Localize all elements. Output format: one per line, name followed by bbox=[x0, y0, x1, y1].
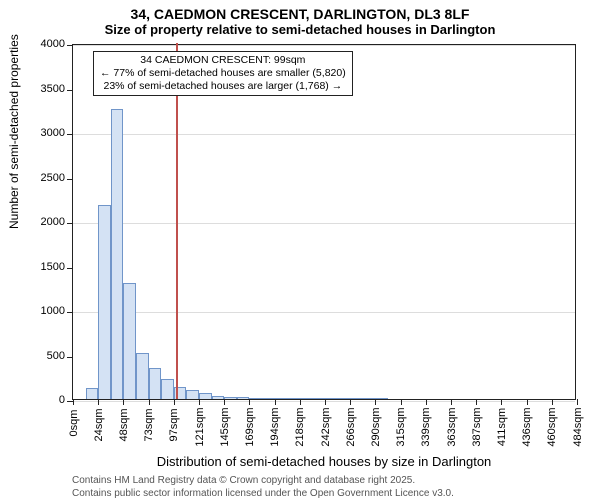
x-tick: 242sqm bbox=[325, 399, 326, 405]
x-tick: 145sqm bbox=[224, 399, 225, 405]
x-tick: 194sqm bbox=[275, 399, 276, 405]
histogram-bar bbox=[249, 398, 262, 399]
x-tick: 97sqm bbox=[174, 399, 175, 405]
histogram-bar bbox=[338, 398, 351, 399]
histogram-bar bbox=[363, 398, 376, 399]
histogram-bar bbox=[86, 388, 99, 399]
annotation-line: 23% of semi-detached houses are larger (… bbox=[100, 80, 346, 93]
x-axis-label: Distribution of semi-detached houses by … bbox=[72, 454, 576, 469]
histogram-bar bbox=[287, 398, 300, 399]
x-tick: 169sqm bbox=[249, 399, 250, 405]
histogram-bar bbox=[275, 398, 288, 399]
histogram-bar bbox=[350, 398, 363, 399]
x-tick: 387sqm bbox=[476, 399, 477, 405]
histogram-bar bbox=[149, 368, 162, 399]
x-tick: 339sqm bbox=[426, 399, 427, 405]
histogram-bar bbox=[186, 390, 199, 399]
gridline bbox=[73, 312, 575, 313]
histogram-bar bbox=[123, 283, 136, 399]
histogram-bar bbox=[224, 397, 237, 399]
x-tick: 411sqm bbox=[501, 399, 502, 405]
x-tick: 363sqm bbox=[451, 399, 452, 405]
gridline bbox=[73, 223, 575, 224]
histogram-bar bbox=[237, 397, 250, 399]
histogram-bar bbox=[98, 205, 111, 399]
x-tick: 290sqm bbox=[375, 399, 376, 405]
x-tick: 436sqm bbox=[527, 399, 528, 405]
x-tick: 315sqm bbox=[401, 399, 402, 405]
histogram-bar bbox=[325, 398, 338, 399]
property-marker-line bbox=[176, 43, 178, 399]
footer-line-2: Contains public sector information licen… bbox=[72, 487, 454, 500]
gridline bbox=[73, 134, 575, 135]
x-tick: 121sqm bbox=[199, 399, 200, 405]
x-tick: 218sqm bbox=[300, 399, 301, 405]
chart-subtitle: Size of property relative to semi-detach… bbox=[0, 22, 600, 41]
x-tick: 460sqm bbox=[552, 399, 553, 405]
x-tick: 48sqm bbox=[123, 399, 124, 405]
histogram-bar bbox=[312, 398, 325, 399]
annotation-line: 34 CAEDMON CRESCENT: 99sqm bbox=[100, 54, 346, 67]
x-tick: 0sqm bbox=[73, 399, 74, 405]
x-tick: 24sqm bbox=[98, 399, 99, 405]
histogram-bar bbox=[136, 353, 149, 399]
histogram-bar bbox=[300, 398, 313, 399]
footer-line-1: Contains HM Land Registry data © Crown c… bbox=[72, 474, 454, 487]
histogram-bar bbox=[212, 396, 225, 399]
x-tick: 484sqm bbox=[577, 399, 578, 405]
gridline bbox=[73, 45, 575, 46]
attribution-footer: Contains HM Land Registry data © Crown c… bbox=[72, 474, 454, 500]
annotation-box: 34 CAEDMON CRESCENT: 99sqm← 77% of semi-… bbox=[93, 51, 353, 96]
x-tick: 73sqm bbox=[149, 399, 150, 405]
plot-area: 050010001500200025003000350040000sqm24sq… bbox=[72, 44, 576, 400]
histogram-bar bbox=[262, 398, 275, 399]
histogram-bar bbox=[111, 109, 124, 399]
chart-title: 34, CAEDMON CRESCENT, DARLINGTON, DL3 8L… bbox=[0, 0, 600, 22]
annotation-line: ← 77% of semi-detached houses are smalle… bbox=[100, 67, 346, 80]
histogram-bar bbox=[199, 393, 212, 399]
x-tick: 266sqm bbox=[350, 399, 351, 405]
histogram-bar bbox=[375, 398, 388, 399]
histogram-bar bbox=[161, 379, 174, 399]
